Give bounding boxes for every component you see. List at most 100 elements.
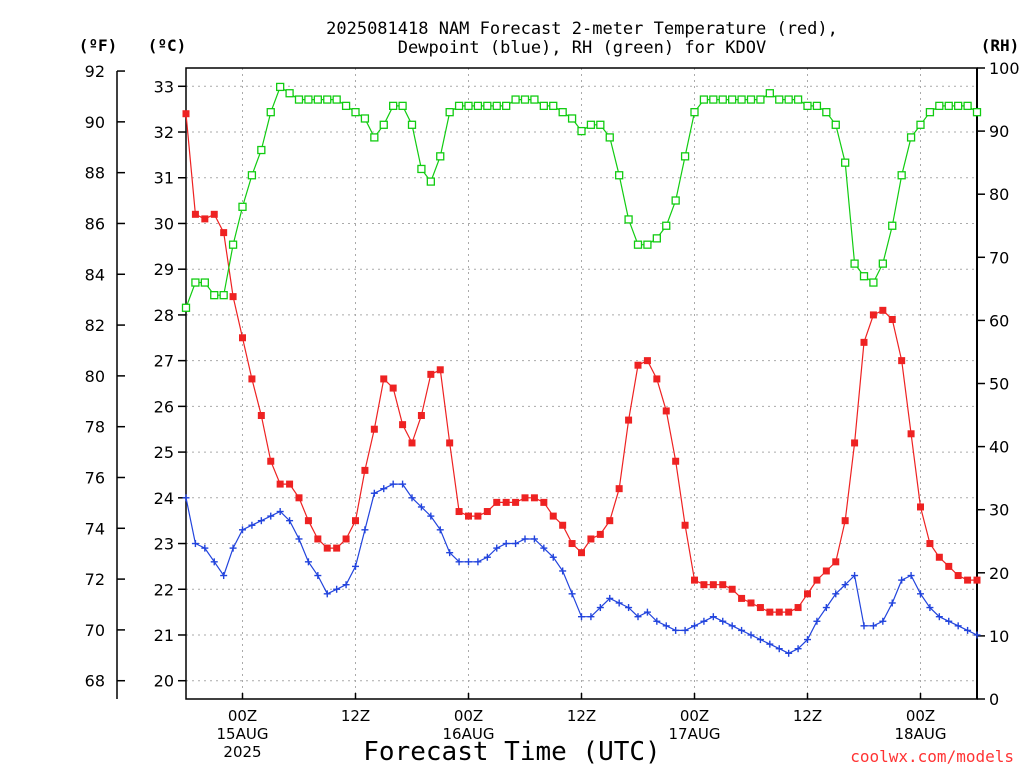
rh-tick-label: 0 [989,690,999,709]
rh-point [624,215,633,224]
axes [116,67,985,700]
temperature-point [596,530,604,538]
temperature-point [634,361,642,369]
temperature-point [879,306,887,314]
celsius-tick-label: 29 [154,260,174,279]
dewpoint-point [973,631,981,639]
rh-point [304,95,313,104]
fahrenheit-tick-label: 80 [85,367,105,386]
rh-point [737,95,746,104]
dewpoint-point [860,622,868,630]
dewpoint-point [465,558,472,566]
x-tick-date-label: 15AUG [217,725,269,743]
dewpoint-point [738,626,746,634]
dewpoint-point [578,613,585,621]
fahrenheit-tick-label: 84 [85,265,105,284]
dewpoint-point [417,503,425,511]
dewpoint-point [399,480,407,488]
rh-point [699,95,709,104]
temperature-point [888,315,896,323]
celsius-tick-label: 25 [154,443,174,462]
temperature-point [568,540,576,548]
dewpoint-point [559,567,567,575]
rh-point [662,221,671,230]
temperature-point [220,229,228,237]
x-tick-label: 00Z [680,707,709,725]
rh-point [492,101,501,111]
rh-point [219,291,228,300]
fahrenheit-tick-label: 76 [85,468,105,487]
dewpoint-point [691,622,698,630]
rh-point [257,145,266,155]
rh-point [436,152,445,161]
rh-point [520,95,530,104]
rh-point [398,101,407,111]
dewpoint-point [446,549,454,557]
rh-point [454,101,464,111]
temperature-point [643,357,651,365]
fahrenheit-tick-label: 88 [85,164,105,183]
grid-lines [186,68,977,699]
temperature-point [973,576,981,584]
dewpoint-point [474,558,482,566]
rh-point [643,240,652,249]
rh-point [191,278,200,287]
rh-point [869,278,878,287]
dewpoint-point [879,617,887,625]
temperature-point [427,370,435,378]
dewpoint-point [587,613,595,621]
rh-point [680,152,690,161]
temperature-point [408,439,416,447]
temperature-point [276,480,284,488]
rh-point [718,95,727,104]
temperature-point [257,412,265,420]
temperature-point [361,466,369,474]
celsius-tick-label: 20 [154,672,174,691]
temperature-point [766,608,774,616]
rh-tick-label: 70 [989,248,1009,267]
dewpoint-point [615,599,623,607]
rh-point [615,171,624,180]
dewpoint-point [267,512,275,520]
rh-point [756,95,765,104]
temperature-point [625,416,633,424]
rh-point [549,101,558,111]
temperature-point [822,567,830,575]
temperature-point [804,590,811,598]
dewpoint-point [935,613,943,621]
dewpoint-point [549,553,557,561]
temperature-point [907,430,915,438]
celsius-tick-label: 26 [154,397,174,416]
dewpoint-point [804,636,811,644]
rh-point [925,108,935,117]
temperature-point [502,498,510,506]
dewpoint-point [220,572,228,580]
dewpoint-point [643,608,651,616]
temperature-point [465,512,472,520]
temperature-point [182,110,190,118]
temperature-point [615,485,623,493]
rh-point [596,120,605,129]
temperature-point [417,412,425,420]
rh-tick-label: 30 [989,501,1009,520]
celsius-tick-label: 24 [154,489,174,508]
dewpoint-point [257,517,265,525]
rh-point [586,120,596,129]
temperature-point [342,535,350,543]
dewpoint-point [502,540,510,548]
rh-point [417,164,426,174]
temperature-point [455,508,463,516]
rh-point [728,95,737,104]
celsius-tick-label: 22 [154,580,174,599]
rh-point [690,108,699,117]
credit-link[interactable]: coolwx.com/models [850,747,1014,766]
temperature-point [606,517,614,525]
rh-point [266,108,275,117]
dewpoint-point [841,581,849,589]
temperature-point [512,498,520,506]
rh-point [671,196,680,205]
temperature-point [333,544,341,552]
dewpoint-point [210,558,218,566]
dewpoint-point [370,489,378,497]
dewpoint-point [700,617,708,625]
